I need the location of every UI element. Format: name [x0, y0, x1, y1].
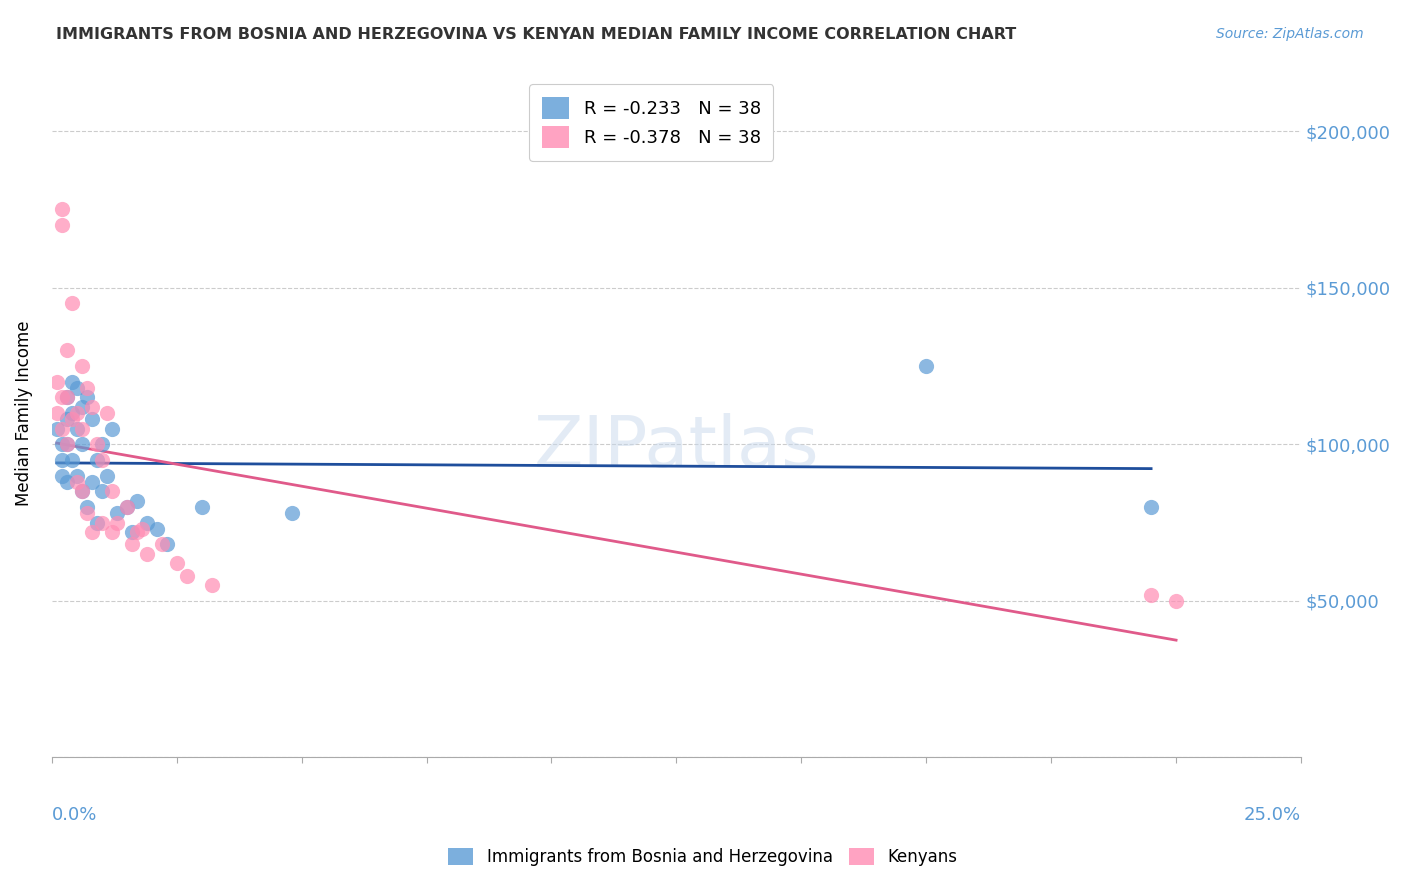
Point [76, 381, 98, 395]
Point [55, 390, 77, 404]
Point [55, 343, 77, 358]
Point [90, 484, 112, 499]
Point [60, 375, 83, 389]
Point [121, 524, 143, 539]
Point [60, 412, 83, 426]
Point [60, 406, 83, 420]
Point [76, 506, 98, 520]
Point [105, 516, 128, 530]
Point [100, 422, 122, 436]
Point [280, 506, 302, 520]
Point [135, 547, 157, 561]
Point [90, 437, 112, 451]
Point [51, 437, 73, 451]
Point [86, 453, 108, 467]
Text: 25.0%: 25.0% [1244, 805, 1301, 823]
Point [105, 506, 128, 520]
Point [1164, 594, 1187, 608]
Y-axis label: Median Family Income: Median Family Income [15, 320, 32, 506]
Text: Source: ZipAtlas.com: Source: ZipAtlas.com [1216, 27, 1364, 41]
Text: IMMIGRANTS FROM BOSNIA AND HERZEGOVINA VS KENYAN MEDIAN FAMILY INCOME CORRELATIO: IMMIGRANTS FROM BOSNIA AND HERZEGOVINA V… [56, 27, 1017, 42]
Point [55, 437, 77, 451]
Point [51, 422, 73, 436]
Point [60, 296, 83, 310]
Point [66, 406, 89, 420]
Point [45, 406, 67, 420]
Point [86, 437, 108, 451]
Point [1140, 588, 1163, 602]
Point [915, 359, 938, 373]
Point [45, 375, 67, 389]
Point [66, 381, 89, 395]
Point [70, 484, 93, 499]
Point [96, 406, 118, 420]
Point [55, 390, 77, 404]
Point [51, 468, 73, 483]
Point [70, 400, 93, 414]
Point [86, 516, 108, 530]
Point [66, 422, 89, 436]
Point [76, 500, 98, 514]
Point [100, 524, 122, 539]
Point [60, 453, 83, 467]
Point [125, 524, 148, 539]
Point [55, 437, 77, 451]
Point [131, 522, 153, 536]
Point [125, 493, 148, 508]
Point [166, 556, 188, 570]
Point [70, 484, 93, 499]
Point [90, 453, 112, 467]
Point [1140, 500, 1163, 514]
Point [70, 422, 93, 436]
Point [80, 412, 103, 426]
Point [201, 578, 224, 592]
Point [45, 422, 67, 436]
Point [121, 537, 143, 551]
Point [66, 475, 89, 489]
Text: ZIPatlas: ZIPatlas [533, 413, 820, 482]
Point [90, 516, 112, 530]
Point [96, 468, 118, 483]
Point [100, 484, 122, 499]
Point [55, 475, 77, 489]
Point [80, 524, 103, 539]
Point [115, 500, 138, 514]
Point [115, 500, 138, 514]
Point [80, 475, 103, 489]
Point [51, 453, 73, 467]
Point [176, 569, 198, 583]
Point [76, 390, 98, 404]
Point [55, 412, 77, 426]
Point [150, 537, 173, 551]
Point [51, 390, 73, 404]
Legend: Immigrants from Bosnia and Herzegovina, Kenyans: Immigrants from Bosnia and Herzegovina, … [440, 840, 966, 875]
Point [190, 500, 212, 514]
Point [70, 437, 93, 451]
Point [51, 218, 73, 232]
Point [145, 522, 167, 536]
Point [80, 400, 103, 414]
Point [135, 516, 157, 530]
Point [70, 359, 93, 373]
Text: 0.0%: 0.0% [52, 805, 97, 823]
Point [156, 537, 179, 551]
Legend: R = -0.233   N = 38, R = -0.378   N = 38: R = -0.233 N = 38, R = -0.378 N = 38 [530, 85, 773, 161]
Point [66, 468, 89, 483]
Point [51, 202, 73, 217]
